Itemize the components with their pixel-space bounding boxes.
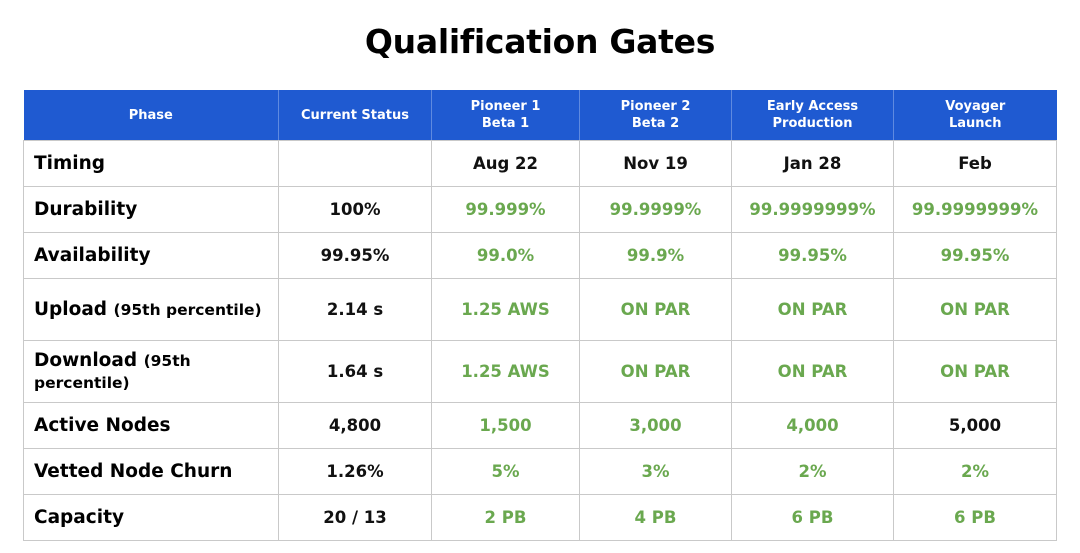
row-label: Active Nodes (23, 402, 279, 449)
target-cell: ON PAR (579, 278, 732, 341)
page-title: Qualification Gates (364, 22, 716, 61)
row-label-text: Upload (34, 298, 108, 320)
target-cell: 99.95% (731, 232, 894, 279)
current-status-cell: 4,800 (278, 402, 432, 449)
header-pioneer-2: Pioneer 2 Beta 2 (579, 90, 732, 141)
target-cell: 4,000 (731, 402, 894, 449)
current-status-cell (278, 140, 432, 187)
current-status-cell: 20 / 13 (278, 494, 432, 541)
header-current-status: Current Status (278, 90, 432, 141)
current-status-cell: 1.26% (278, 448, 432, 495)
table-row: Vetted Node Churn 1.26% 5% 3% 2% 2% (23, 448, 1057, 495)
target-cell: 6 PB (893, 494, 1057, 541)
row-label-text: Vetted Node Churn (34, 461, 233, 482)
target-cell: 5% (431, 448, 580, 495)
target-cell: Nov 19 (579, 140, 732, 187)
target-cell: 99.9% (579, 232, 732, 279)
target-cell: 3% (579, 448, 732, 495)
target-cell: ON PAR (731, 278, 894, 341)
header-early-access: Early Access Production (731, 90, 894, 141)
target-cell: 6 PB (731, 494, 894, 541)
target-cell: 2 PB (431, 494, 580, 541)
row-label: Download (95th percentile) (23, 340, 279, 403)
table-row: Durability 100% 99.999% 99.9999% 99.9999999%… (23, 186, 1057, 233)
row-label-sub: (95th percentile) (34, 351, 191, 392)
target-cell: 99.95% (893, 232, 1057, 279)
table-row: Active Nodes 4,800 1,500 3,000 4,000 5,000 (23, 402, 1057, 449)
row-label: Timing (23, 140, 279, 187)
table-row: Upload (95th percentile) 2.14 s 1.25 AWS ON… (23, 278, 1057, 341)
row-label: Vetted Node Churn (23, 448, 279, 495)
table-row: Availability 99.95% 99.0% 99.9% 99.95% 99.95% (23, 232, 1057, 279)
target-cell: Aug 22 (431, 140, 580, 187)
table-row: Capacity 20 / 13 2 PB 4 PB 6 PB 6 PB (23, 494, 1057, 541)
target-cell: 2% (893, 448, 1057, 495)
header-phase: Phase (23, 90, 279, 141)
row-label: Availability (23, 232, 279, 279)
target-cell: 1.25 AWS (431, 278, 580, 341)
table-header-row: Phase Current Status Pioneer 1 Beta 1 Pi… (23, 90, 1057, 141)
target-cell: 1,500 (431, 402, 580, 449)
target-cell: ON PAR (731, 340, 894, 403)
row-label-sub: (95th percentile) (113, 300, 262, 319)
row-label-text: Availability (34, 245, 151, 266)
current-status-cell: 100% (278, 186, 432, 233)
target-cell: ON PAR (893, 340, 1057, 403)
target-cell: 99.9999% (579, 186, 732, 233)
current-status-cell: 99.95% (278, 232, 432, 279)
target-cell: 3,000 (579, 402, 732, 449)
target-cell: Jan 28 (731, 140, 894, 187)
target-cell: 99.999% (431, 186, 580, 233)
row-label: Durability (23, 186, 279, 233)
target-cell: ON PAR (893, 278, 1057, 341)
qualification-gates-table: Phase Current Status Pioneer 1 Beta 1 Pi… (23, 90, 1057, 541)
target-cell: 4 PB (579, 494, 732, 541)
header-voyager: Voyager Launch (893, 90, 1057, 141)
row-label: Capacity (23, 494, 279, 541)
table-row: Download (95th percentile) 1.64 s 1.25 AWS… (23, 340, 1057, 403)
row-label-text: Active Nodes (34, 415, 171, 436)
row-label-text: Capacity (34, 507, 124, 528)
target-cell: ON PAR (579, 340, 732, 403)
row-label: Upload (95th percentile) (23, 278, 279, 341)
target-cell: Feb (893, 140, 1057, 187)
table-row: Timing Aug 22 Nov 19 Jan 28 Feb (23, 140, 1057, 187)
table-body: Timing Aug 22 Nov 19 Jan 28 Feb Durability 100… (23, 140, 1057, 541)
target-cell: 2% (731, 448, 894, 495)
current-status-cell: 2.14 s (278, 278, 432, 341)
row-label-text: Timing (34, 153, 105, 174)
target-cell: 99.9999999% (893, 186, 1057, 233)
row-label-text: Download (34, 349, 138, 371)
target-cell: 99.0% (431, 232, 580, 279)
target-cell: 99.9999999% (731, 186, 894, 233)
current-status-cell: 1.64 s (278, 340, 432, 403)
target-cell: 1.25 AWS (431, 340, 580, 403)
header-pioneer-1: Pioneer 1 Beta 1 (431, 90, 580, 141)
target-cell: 5,000 (893, 402, 1057, 449)
row-label-text: Durability (34, 199, 138, 220)
